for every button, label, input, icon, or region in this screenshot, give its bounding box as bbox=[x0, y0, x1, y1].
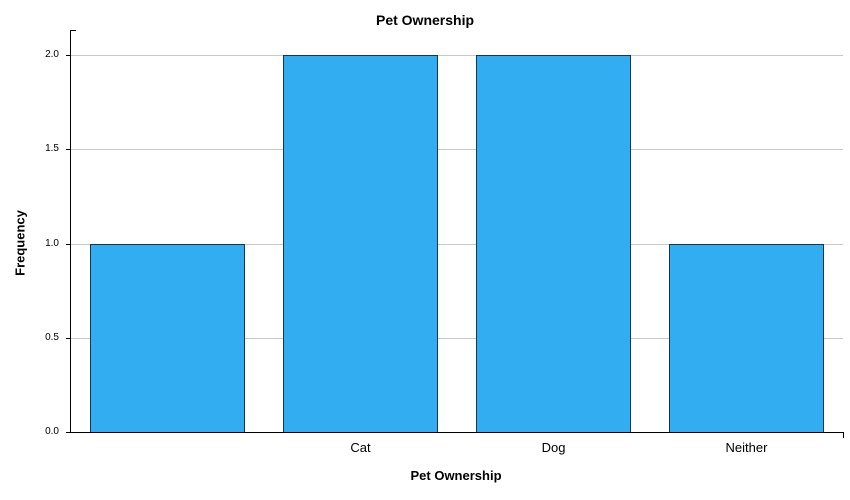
y-axis-line-extension bbox=[70, 30, 71, 55]
gridline bbox=[71, 149, 843, 151]
y-tick-mark bbox=[66, 149, 70, 151]
gridline bbox=[71, 337, 843, 339]
y-tick-label: 0.5 bbox=[45, 331, 59, 343]
x-tick-label-dog: Dog bbox=[541, 440, 566, 455]
x-axis-end-tick bbox=[843, 432, 844, 438]
plot-area: 0.0 0.5 1.0 1.5 2.0 Cat Dog Neither bbox=[45, 30, 844, 455]
bar-blank bbox=[90, 243, 245, 432]
x-axis-label: Pet Ownership bbox=[410, 468, 502, 483]
y-tick-mark bbox=[66, 432, 70, 433]
chart-title: Pet Ownership bbox=[375, 12, 475, 28]
y-tick-mark bbox=[66, 243, 70, 245]
y-axis-end-tick bbox=[70, 30, 76, 31]
y-tick-mark bbox=[66, 337, 70, 339]
bar-cat bbox=[283, 55, 438, 432]
y-tick-label: 0.0 bbox=[45, 426, 59, 437]
bar-neither bbox=[669, 243, 824, 432]
y-tick-label: 2.0 bbox=[45, 49, 59, 60]
gridline bbox=[71, 243, 843, 245]
y-tick-label: 1.0 bbox=[45, 237, 59, 249]
x-tick-label-neither: Neither bbox=[725, 440, 768, 455]
x-tick-label-cat: Cat bbox=[350, 440, 371, 455]
gridline bbox=[71, 55, 843, 56]
y-tick-label: 1.5 bbox=[45, 143, 59, 155]
y-tick-mark bbox=[66, 55, 70, 56]
bar-dog bbox=[476, 55, 631, 432]
